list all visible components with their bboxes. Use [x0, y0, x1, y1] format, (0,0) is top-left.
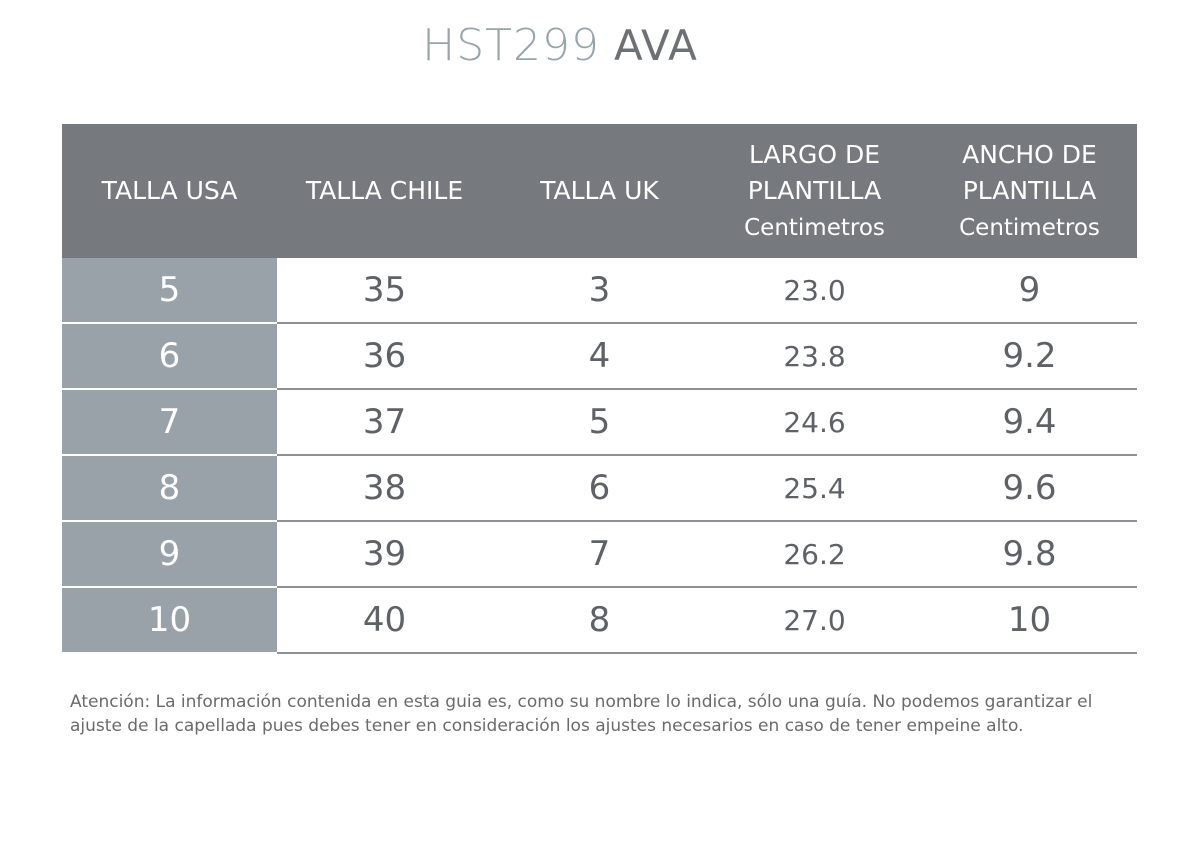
cell-talla-uk: 7	[492, 521, 707, 588]
header-talla-usa: TALLA USA	[62, 124, 277, 258]
cell-talla-usa: 9	[62, 521, 277, 588]
table-row: 10 40 8 27.0 10	[62, 587, 1137, 654]
cell-talla-chile: 36	[277, 323, 492, 390]
cell-talla-chile: 35	[277, 258, 492, 324]
header-ancho-plantilla: ANCHO DE PLANTILLA Centimetros	[922, 124, 1137, 258]
cell-talla-usa: 6	[62, 323, 277, 390]
table-row: 9 39 7 26.2 9.8	[62, 521, 1137, 588]
size-table: TALLA USA TALLA CHILE TALLA UK LARGO DE P…	[62, 124, 1137, 654]
cell-talla-uk: 6	[492, 455, 707, 522]
page-title: HST299 AVA	[0, 20, 1120, 71]
cell-talla-uk: 4	[492, 323, 707, 390]
cell-talla-usa: 7	[62, 389, 277, 456]
cell-talla-usa: 10	[62, 587, 277, 654]
cell-talla-usa: 5	[62, 258, 277, 324]
cell-ancho: 9.8	[922, 521, 1137, 588]
cell-largo: 26.2	[707, 521, 922, 588]
model-name: AVA	[614, 21, 698, 70]
table-row: 6 36 4 23.8 9.2	[62, 323, 1137, 390]
disclaimer-note: Atención: La información contenida en es…	[70, 692, 1093, 736]
cell-largo: 23.8	[707, 323, 922, 390]
cell-talla-chile: 39	[277, 521, 492, 588]
cell-talla-uk: 3	[492, 258, 707, 324]
cell-largo: 27.0	[707, 587, 922, 654]
header-talla-chile: TALLA CHILE	[277, 124, 492, 258]
cell-ancho: 9.2	[922, 323, 1137, 390]
cell-largo: 24.6	[707, 389, 922, 456]
header-talla-uk: TALLA UK	[492, 124, 707, 258]
cell-talla-chile: 37	[277, 389, 492, 456]
model-code: HST299	[422, 20, 601, 71]
cell-largo: 23.0	[707, 258, 922, 324]
cell-ancho: 10	[922, 587, 1137, 654]
cell-talla-uk: 5	[492, 389, 707, 456]
header-row: TALLA USA TALLA CHILE TALLA UK LARGO DE P…	[62, 124, 1137, 258]
cell-largo: 25.4	[707, 455, 922, 522]
table-row: 5 35 3 23.0 9	[62, 258, 1137, 324]
cell-talla-chile: 40	[277, 587, 492, 654]
cell-talla-uk: 8	[492, 587, 707, 654]
cell-ancho: 9.4	[922, 389, 1137, 456]
cell-ancho: 9	[922, 258, 1137, 324]
cell-talla-chile: 38	[277, 455, 492, 522]
cell-talla-usa: 8	[62, 455, 277, 522]
table-row: 8 38 6 25.4 9.6	[62, 455, 1137, 522]
table-row: 7 37 5 24.6 9.4	[62, 389, 1137, 456]
header-largo-plantilla: LARGO DE PLANTILLA Centimetros	[707, 124, 922, 258]
cell-ancho: 9.6	[922, 455, 1137, 522]
